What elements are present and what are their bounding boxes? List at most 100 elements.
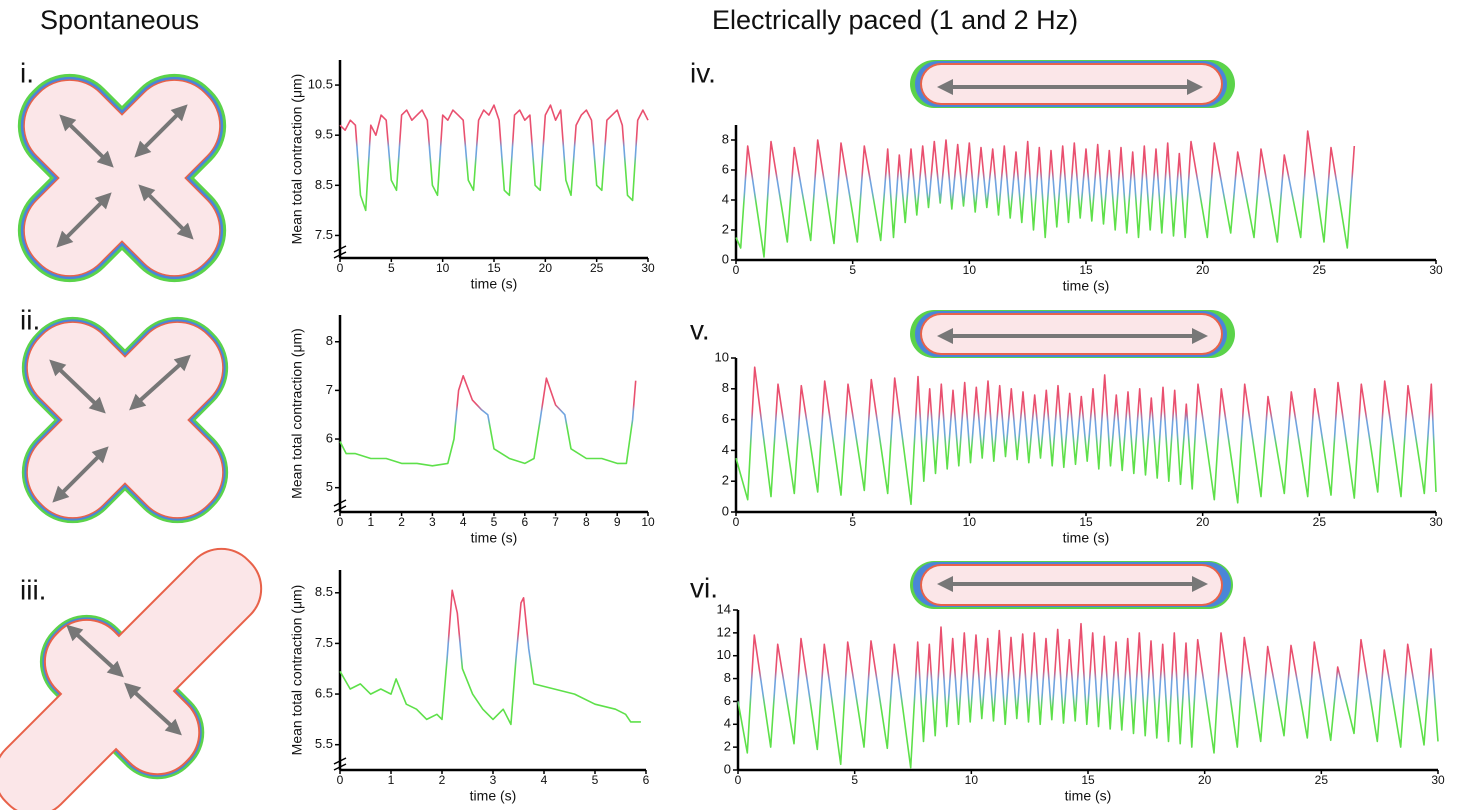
data-line [339,375,637,467]
x-tick-label: 7 [552,515,559,529]
y-tick-label: 9.5 [315,127,333,142]
y-tick-label: 4 [722,442,729,457]
heading: Spontaneous [40,5,199,35]
x-tick-label: 0 [735,773,742,787]
arrows [66,624,182,736]
panel-label: v. [690,314,710,345]
x-tick-label: 30 [1429,515,1443,529]
y-tick-label: 7 [326,382,333,397]
x-tick-label: 0 [337,261,344,275]
x-tick-label: 20 [1196,515,1210,529]
y-axis-title: Mean total contraction (μm) [289,74,305,245]
x-tick-label: 20 [1198,773,1212,787]
axis-break [333,505,347,513]
data-line [339,104,649,212]
y-tick-label: 0 [722,503,729,518]
x-tick-label: 1 [388,773,395,787]
x-tick-label: 1 [367,515,374,529]
y-tick-label: 4 [722,191,729,206]
x-tick-label: 0 [337,773,344,787]
y-tick-label: 8 [724,670,731,685]
y-tick-label: 2 [722,473,729,488]
cell-outline [21,316,229,524]
x-tick-label: 10 [641,515,655,529]
axis-break [333,245,347,253]
y-tick-label: 8 [722,131,729,146]
y-tick-label: 10.5 [308,77,333,92]
panel-label: iv. [690,57,716,88]
y-tick-label: 6 [326,430,333,445]
x-axis-title: time (s) [1063,530,1110,546]
cell-outline [17,73,227,283]
x-tick-label: 25 [1313,263,1327,277]
y-tick-label: 6 [722,411,729,426]
panel-label: iii. [20,574,46,605]
axis-break [333,251,347,259]
y-tick-label: 8 [722,380,729,395]
data-line [737,622,1439,769]
y-tick-label: 6 [724,693,731,708]
x-tick-label: 20 [1196,263,1210,277]
x-tick-label: 0 [337,515,344,529]
x-tick-label: 30 [1431,773,1445,787]
x-tick-label: 5 [592,773,599,787]
x-tick-label: 9 [614,515,621,529]
axis-break [333,499,347,507]
y-tick-label: 10 [717,647,731,662]
x-tick-label: 5 [849,515,856,529]
x-axis-title: time (s) [471,530,518,546]
y-tick-label: 8.5 [315,177,333,192]
axis-break [333,763,347,771]
x-tick-label: 4 [541,773,548,787]
x-tick-label: 25 [1313,515,1327,529]
x-axis-title: time (s) [470,788,517,804]
x-tick-label: 25 [590,261,604,275]
x-tick-label: 5 [849,263,856,277]
y-tick-label: 2 [722,221,729,236]
y-tick-label: 6 [722,161,729,176]
x-tick-label: 3 [429,515,436,529]
y-tick-label: 2 [724,739,731,754]
x-tick-label: 5 [491,515,498,529]
x-tick-label: 25 [1315,773,1329,787]
y-tick-label: 7.5 [315,635,333,650]
x-axis-title: time (s) [471,276,518,292]
x-tick-label: 10 [965,773,979,787]
x-tick-label: 4 [460,515,467,529]
y-tick-label: 10 [715,349,729,364]
x-tick-label: 30 [641,261,655,275]
x-tick-label: 10 [963,263,977,277]
y-tick-label: 6.5 [315,685,333,700]
x-tick-label: 20 [539,261,553,275]
x-tick-label: 6 [521,515,528,529]
x-tick-label: 2 [439,773,446,787]
x-tick-label: 15 [1081,773,1095,787]
x-tick-label: 6 [643,773,650,787]
y-tick-label: 0 [722,251,729,266]
cell-outline [910,60,1235,108]
y-tick-label: 7.5 [315,227,333,242]
panel-label: vi. [690,572,718,603]
y-tick-label: 5.5 [315,736,333,751]
x-tick-label: 10 [436,261,450,275]
x-tick-label: 0 [733,515,740,529]
y-tick-label: 4 [724,716,731,731]
y-axis-title: Mean total contraction (μm) [289,328,305,499]
arrows [49,354,191,503]
x-tick-label: 3 [490,773,497,787]
x-tick-label: 30 [1429,263,1443,277]
data-line [735,366,1437,506]
x-tick-label: 5 [388,261,395,275]
x-tick-label: 15 [1079,515,1093,529]
panel-label: ii. [20,304,40,335]
y-tick-label: 5 [326,479,333,494]
y-tick-label: 8.5 [315,584,333,599]
y-axis-title: Mean total contraction (μm) [289,585,305,756]
x-axis-title: time (s) [1063,278,1110,294]
data-line [735,130,1356,258]
x-axis-title: time (s) [1065,788,1112,804]
y-tick-label: 12 [717,624,731,639]
x-tick-label: 0 [733,263,740,277]
x-tick-label: 15 [1079,263,1093,277]
y-tick-label: 14 [717,601,731,616]
